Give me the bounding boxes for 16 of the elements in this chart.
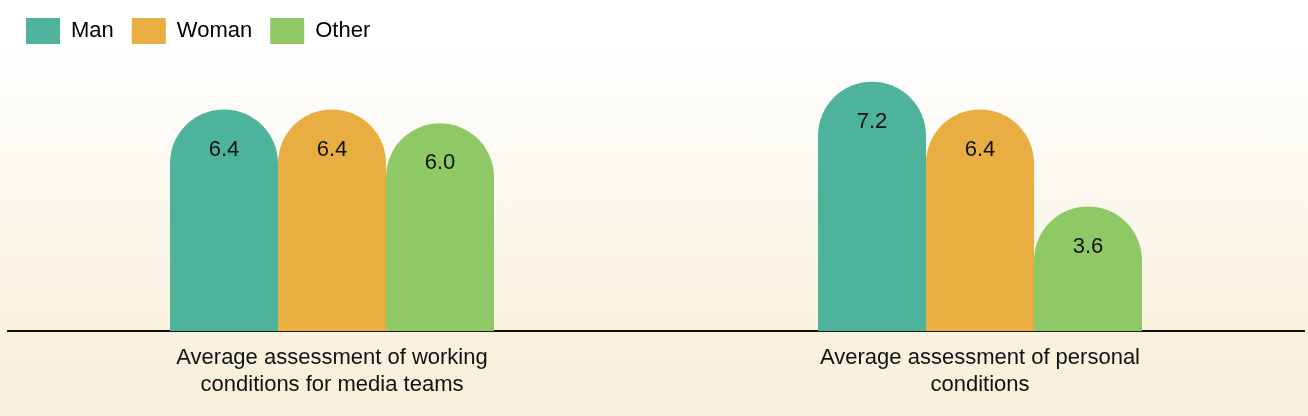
bar [278,109,386,332]
data-label: 6.4 [316,135,348,161]
bar [386,123,494,332]
bar [818,81,926,332]
legend-label: Man [71,17,114,43]
x-tick-label: Average assessment of working conditions for media teams [176,344,488,396]
legend-label: Other [315,17,371,43]
data-label: 7.2 [856,107,888,133]
data-label: 6.4 [208,135,240,161]
data-label: 6.0 [424,149,456,175]
legend-label: Woman [176,17,253,43]
bar [926,109,1034,332]
data-label: 3.6 [1072,232,1104,258]
x-tick-label: Average assessment of personal conditions [820,344,1140,396]
bar [170,109,278,332]
data-label: 6.4 [964,135,996,161]
